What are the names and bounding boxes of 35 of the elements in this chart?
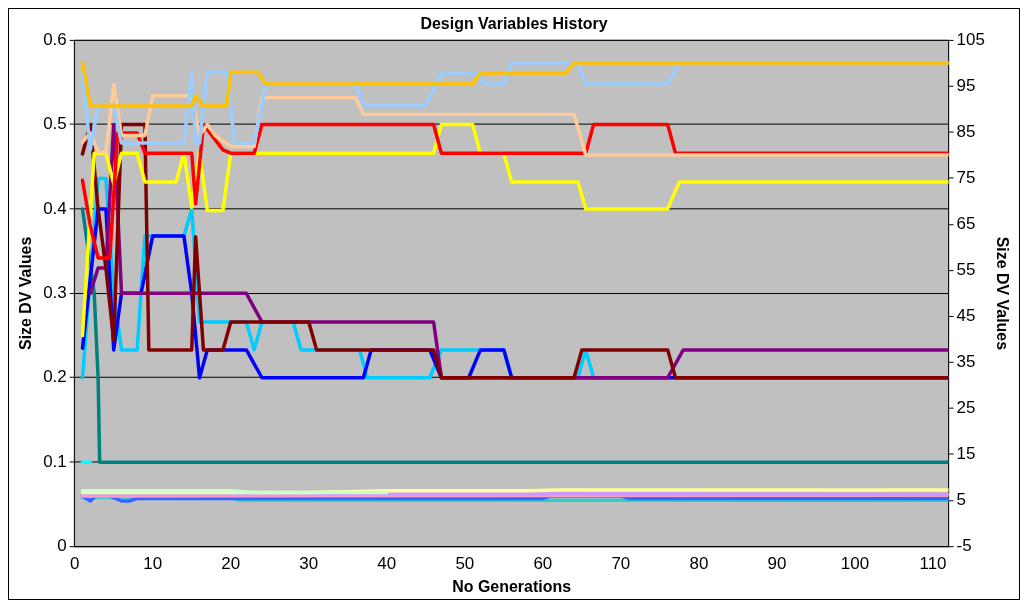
y2-tick-label: -5 [956,536,972,556]
x-tick-label: 40 [377,554,397,574]
x-tick-label: 50 [455,554,475,574]
y2-tick-label: 105 [956,29,985,49]
x-tick-label: 100 [840,554,870,574]
y-tick-label: 0.3 [43,283,67,303]
y-tick-label: 0.1 [43,451,67,471]
y2-axis-title: Size DV Values [994,236,1012,351]
y2-tick-label: 55 [956,260,976,279]
y2-tick-label: 95 [956,75,976,95]
x-tick-label: 70 [611,554,631,574]
y2-tick-label: 15 [956,444,976,464]
x-axis-title: No Generations [452,577,572,595]
y2-tick-label: 45 [956,306,976,326]
x-tick-label: 20 [221,554,241,574]
x-tick-label: 60 [533,554,553,574]
x-tick-label: 0 [69,554,80,574]
y-tick-label: 0.4 [43,198,67,218]
y-tick-label: 0.5 [43,114,67,134]
chart-title: Design Variables History [420,14,608,32]
y-tick-label: 0 [57,536,67,556]
y2-tick-label: 35 [956,352,976,372]
y2-tick-label: 65 [956,213,976,233]
x-tick-label: 30 [299,554,319,574]
y2-tick-label: 85 [956,121,976,141]
x-tick-label: 110 [919,554,947,574]
x-tick-label: 90 [767,554,787,574]
y2-tick-label: 75 [956,167,976,187]
x-tick-label: 10 [143,554,163,574]
y-tick-label: 0.6 [43,29,67,49]
x-tick-label: 80 [689,554,709,574]
y2-tick-label: 25 [956,398,976,418]
y2-tick-label: 5 [956,490,966,510]
y-tick-label: 0.2 [43,367,67,387]
y-axis-title: Size DV Values [16,236,34,350]
